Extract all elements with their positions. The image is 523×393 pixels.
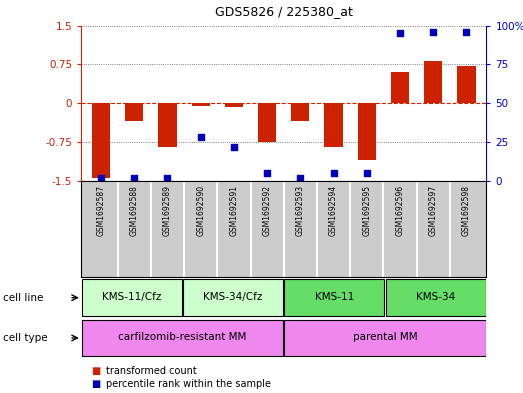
Text: carfilzomib-resistant MM: carfilzomib-resistant MM (118, 332, 246, 342)
Point (462, 29, 471, 35)
Bar (191, 103, 210, 106)
Text: GDS5826 / 225380_at: GDS5826 / 225380_at (215, 5, 353, 18)
Text: KMS-34/Cfz: KMS-34/Cfz (203, 292, 263, 302)
Bar (291, 103, 310, 121)
Point (329, 170, 338, 176)
Bar (424, 61, 442, 103)
Text: GSM1692592: GSM1692592 (263, 185, 271, 236)
Bar (457, 66, 475, 103)
Text: GSM1692595: GSM1692595 (362, 185, 371, 236)
Bar (158, 103, 177, 147)
Text: percentile rank within the sample: percentile rank within the sample (106, 379, 271, 389)
Point (263, 170, 271, 176)
Text: GSM1692597: GSM1692597 (429, 185, 438, 236)
Text: GSM1692589: GSM1692589 (163, 185, 172, 236)
Bar (324, 103, 343, 147)
Point (130, 174, 139, 181)
Point (97, 174, 105, 181)
Text: GSM1692598: GSM1692598 (462, 185, 471, 236)
Bar (386, 279, 486, 316)
Bar (92, 103, 110, 178)
Bar (82, 320, 283, 356)
Bar (225, 103, 243, 107)
Text: GSM1692596: GSM1692596 (395, 185, 404, 236)
Point (296, 174, 304, 181)
Text: ■: ■ (92, 379, 101, 389)
Bar (391, 72, 409, 103)
Text: cell line: cell line (3, 293, 43, 303)
Text: cell type: cell type (3, 333, 47, 343)
Text: parental MM: parental MM (353, 332, 417, 342)
Text: transformed count: transformed count (106, 366, 197, 376)
Text: KMS-11/Cfz: KMS-11/Cfz (102, 292, 162, 302)
Point (230, 143, 238, 150)
Point (163, 174, 172, 181)
Bar (125, 103, 143, 121)
Point (396, 30, 404, 37)
Text: GSM1692593: GSM1692593 (296, 185, 305, 236)
Point (362, 170, 371, 176)
Bar (358, 103, 376, 160)
Text: GSM1692591: GSM1692591 (230, 185, 238, 236)
Text: GSM1692590: GSM1692590 (196, 185, 205, 236)
Point (429, 29, 437, 35)
Text: KMS-11: KMS-11 (315, 292, 354, 302)
Text: GSM1692594: GSM1692594 (329, 185, 338, 236)
Bar (285, 320, 486, 356)
Bar (183, 279, 283, 316)
Bar (285, 279, 384, 316)
Text: GSM1692588: GSM1692588 (130, 185, 139, 235)
Text: KMS-34: KMS-34 (416, 292, 456, 302)
Bar (258, 103, 276, 142)
Text: ■: ■ (92, 366, 101, 376)
Text: GSM1692587: GSM1692587 (97, 185, 106, 236)
Bar (82, 279, 181, 316)
Point (197, 134, 205, 140)
